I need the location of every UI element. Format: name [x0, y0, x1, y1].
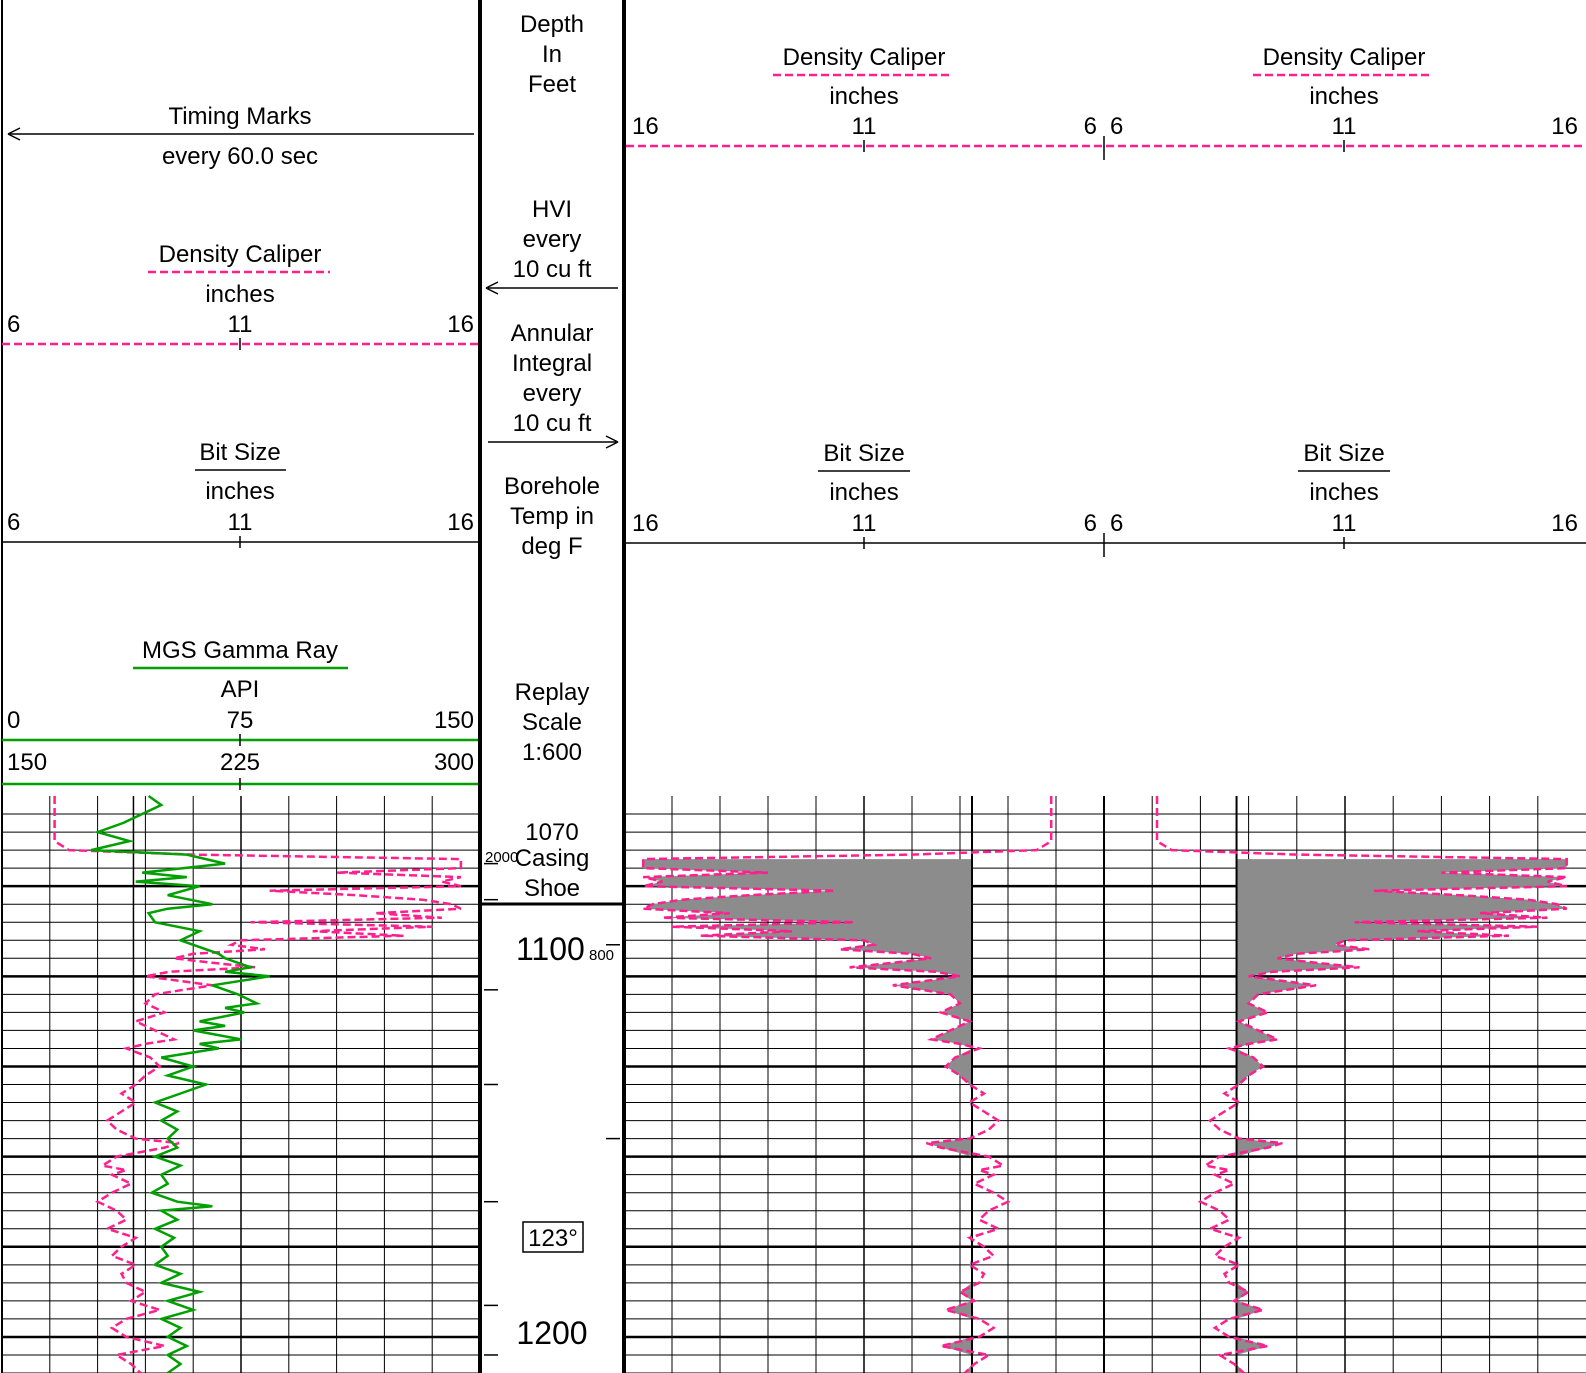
- hvi-marker: 2000: [485, 849, 518, 866]
- t1-gamma-unit: API: [221, 676, 260, 703]
- t2-caliper-curve: [641, 796, 1053, 1373]
- t1-bit-title: Bit Size: [199, 439, 280, 466]
- hvi-title-1: HVI: [532, 196, 572, 223]
- annular-marker: 800: [589, 947, 614, 964]
- t2-caliper-unit: inches: [829, 83, 898, 110]
- t3-washout-fill: [1236, 859, 1567, 1373]
- replay-title-1: Replay: [515, 679, 590, 706]
- gamma-ray-curve: [90, 794, 270, 1373]
- track-frames: [1, 0, 626, 1373]
- hvi-arrow-head: [485, 281, 499, 295]
- t3-bit-scale-mid: 11: [1332, 510, 1357, 537]
- t1-gamma-backup-max: 300: [434, 749, 474, 776]
- depth-title-2: In: [542, 41, 562, 68]
- t1-caliper-unit: inches: [205, 281, 274, 308]
- t2-caliper-scale-mid: 11: [852, 113, 877, 140]
- t1-gamma-backup-min: 150: [7, 749, 47, 776]
- timing-subtitle: every 60.0 sec: [162, 143, 318, 170]
- t3-bit-scale-min: 6: [1110, 510, 1123, 537]
- temp-title-3: deg F: [521, 533, 582, 560]
- depth-title-1: Depth: [520, 11, 584, 38]
- track23-header: Density Caliper inches Density Caliper i…: [626, 44, 1586, 557]
- t2-caliper-title: Density Caliper: [783, 44, 946, 71]
- t2-bit-unit: inches: [829, 479, 898, 506]
- t2-bit-scale-min: 16: [632, 510, 659, 537]
- t3-caliper-curve: [1155, 796, 1568, 1373]
- annular-title-3: every: [523, 380, 582, 407]
- casing-depth: 1070: [525, 819, 578, 846]
- t2-washout-fill: [643, 859, 972, 1373]
- timing-title: Timing Marks: [168, 103, 311, 130]
- t1-bit-scale-max: 16: [447, 509, 474, 536]
- t3-caliper-unit: inches: [1309, 83, 1378, 110]
- t1-gamma-scale-mid: 75: [227, 707, 254, 734]
- washout-fill: [643, 859, 1567, 1373]
- t2-bit-title: Bit Size: [823, 440, 904, 467]
- hvi-title-3: 10 cu ft: [513, 256, 592, 283]
- annular-title-1: Annular: [511, 320, 594, 347]
- t1-gamma-title: MGS Gamma Ray: [142, 637, 338, 664]
- hvi-title-2: every: [523, 226, 582, 253]
- depth-label-1200: 1200: [516, 1315, 587, 1351]
- t3-caliper-title: Density Caliper: [1263, 44, 1426, 71]
- casing-shoe: Shoe: [524, 875, 580, 902]
- t3-caliper-scale-min: 6: [1110, 113, 1123, 140]
- t1-caliper-scale-max: 16: [447, 311, 474, 338]
- replay-title-2: Scale: [522, 709, 582, 736]
- timing-arrow-head: [7, 127, 21, 141]
- annular-arrow-head: [605, 435, 619, 449]
- t3-bit-scale-max: 16: [1551, 510, 1578, 537]
- t3-caliper-scale-max: 16: [1551, 113, 1578, 140]
- log-curves: [53, 794, 1568, 1373]
- t1-caliper-scale-min: 6: [7, 311, 20, 338]
- temp-title-1: Borehole: [504, 473, 600, 500]
- temp-title-2: Temp in: [510, 503, 594, 530]
- annular-title-4: 10 cu ft: [513, 410, 592, 437]
- t1-caliper-curve: [53, 796, 463, 1373]
- casing-label: Casing: [515, 845, 590, 872]
- t2-bit-scale-mid: 11: [852, 510, 877, 537]
- t2-caliper-scale-min: 16: [632, 113, 659, 140]
- annular-title-2: Integral: [512, 350, 592, 377]
- t1-bit-unit: inches: [205, 478, 274, 505]
- track1-header: Timing Marks every 60.0 sec Density Cali…: [2, 103, 478, 790]
- t1-gamma-scale-min: 0: [7, 707, 20, 734]
- depth-title-3: Feet: [528, 71, 576, 98]
- t1-bit-scale-mid: 11: [228, 509, 253, 536]
- t1-gamma-scale-max: 150: [434, 707, 474, 734]
- t3-bit-unit: inches: [1309, 479, 1378, 506]
- temp-box: [522, 1221, 584, 1253]
- depth-track-body: 1070 Casing Shoe 2000 1100 800 123° 1200: [480, 819, 624, 1356]
- t3-bit-title: Bit Size: [1303, 440, 1384, 467]
- t1-caliper-scale-mid: 11: [228, 311, 253, 338]
- depth-label-1100: 1100: [516, 931, 585, 967]
- t2-caliper-scale-max: 6: [1084, 113, 1097, 140]
- t1-gamma-backup-mid: 225: [220, 749, 260, 776]
- t1-caliper-title: Density Caliper: [159, 241, 322, 268]
- t2-bit-scale-max: 6: [1084, 510, 1097, 537]
- replay-title-3: 1:600: [522, 739, 582, 766]
- t1-bit-scale-min: 6: [7, 509, 20, 536]
- temp-value: 123°: [528, 1225, 578, 1252]
- depth-track-header: Depth In Feet HVI every 10 cu ft Annular…: [485, 11, 619, 766]
- t3-caliper-scale-mid: 11: [1332, 113, 1357, 140]
- depth-ticks: [484, 862, 620, 1356]
